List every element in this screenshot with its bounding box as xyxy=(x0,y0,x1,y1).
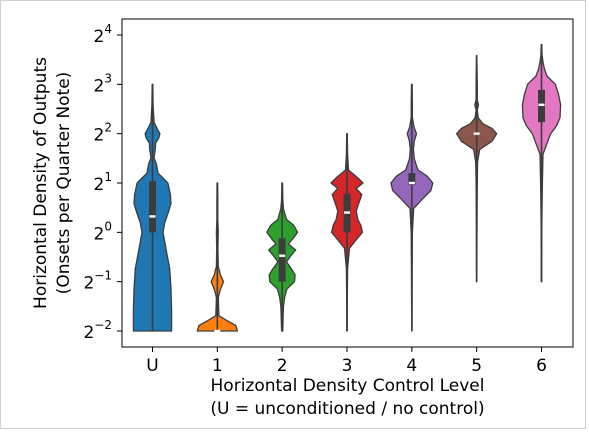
y-axis-label-note: (Onsets per Quarter Note) xyxy=(54,72,74,295)
iqr-box-4 xyxy=(408,173,416,185)
x-axis-label: Horizontal Density Control Level xyxy=(211,376,485,396)
y-tick-label: 23 xyxy=(94,71,112,96)
y-tick-label: 22 xyxy=(94,121,112,146)
x-axis-label-note: (U = unconditioned / no control) xyxy=(210,399,484,419)
median-4 xyxy=(408,181,415,185)
x-tick-label: 1 xyxy=(212,356,223,376)
x-tick-label: 4 xyxy=(406,356,417,376)
median-6 xyxy=(538,103,545,107)
iqr-box-U xyxy=(149,181,156,233)
median-2 xyxy=(279,254,286,257)
boxplots-layer xyxy=(149,44,545,333)
x-tick-label: 3 xyxy=(342,356,353,376)
y-tick-label: 2−1 xyxy=(83,269,112,294)
iqr-box-2 xyxy=(278,238,286,282)
x-tick-label: 6 xyxy=(536,356,547,376)
median-5 xyxy=(473,132,480,135)
iqr-box-6 xyxy=(538,89,545,123)
y-axis: 2−2 2−1 20 21 22 23 24 xyxy=(83,22,122,343)
x-tick-label: 5 xyxy=(471,356,482,376)
x-axis: U 1 2 3 4 5 6 xyxy=(146,347,547,376)
median-U xyxy=(149,215,156,218)
median-1 xyxy=(214,329,221,333)
y-tick-label: 24 xyxy=(94,22,112,47)
y-tick-label: 21 xyxy=(94,170,112,195)
y-axis-label: Horizontal Density of Outputs xyxy=(31,57,51,309)
x-tick-label: 2 xyxy=(277,356,288,376)
y-tick-label: 20 xyxy=(94,219,112,244)
y-tick-label: 2−2 xyxy=(83,318,112,343)
median-3 xyxy=(344,211,350,214)
x-tick-label: U xyxy=(146,356,158,376)
